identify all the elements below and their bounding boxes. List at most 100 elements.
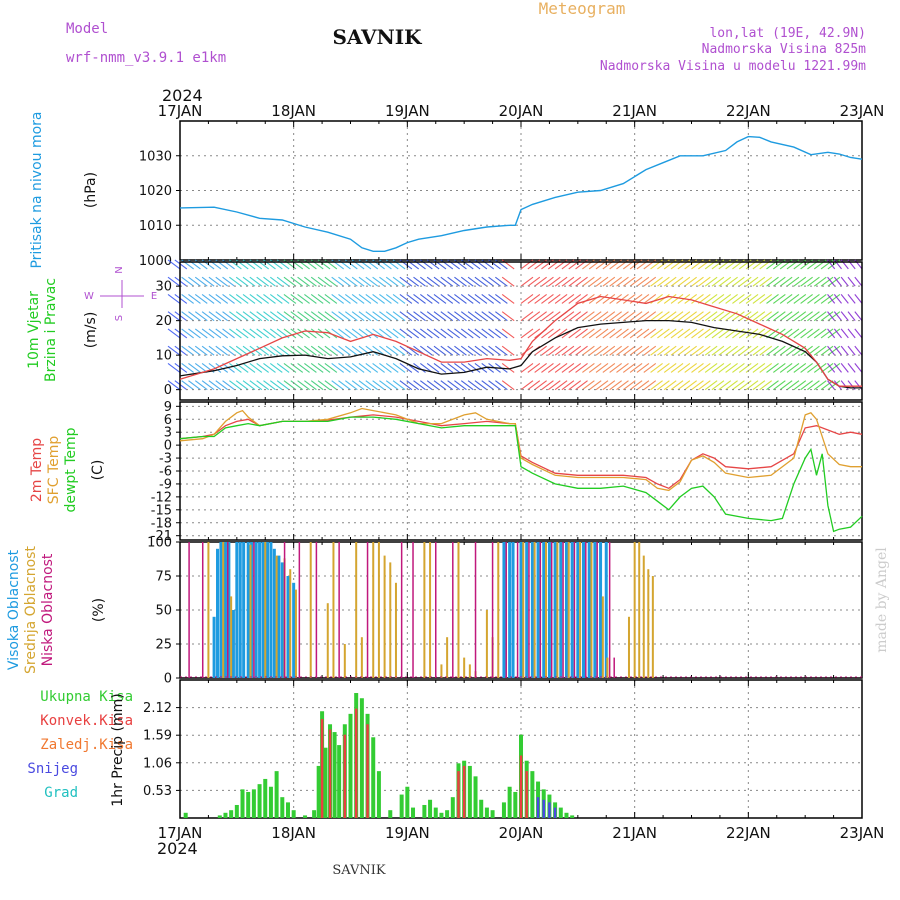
wind-barb (827, 276, 836, 287)
wind-barb (840, 276, 849, 287)
x-tick-label-bottom: 22JAN (726, 824, 771, 842)
wind-barb (759, 345, 773, 356)
precip-bar (328, 729, 332, 818)
x-axis-top-ticks: 17JAN 18JAN 19JAN 20JAN 21JAN 22JAN 23JAN (158, 102, 885, 120)
precip-bar (280, 797, 285, 818)
wind-barb (711, 293, 725, 304)
wind-barb (454, 311, 467, 322)
panel-label: 1hr Precip (mm) (110, 693, 126, 806)
wind-barb (474, 328, 488, 339)
precip-bar (223, 812, 228, 818)
wind-barb (201, 276, 215, 287)
wind-barb (595, 362, 609, 373)
cloud-bar (219, 542, 223, 678)
wind-barb (807, 328, 820, 339)
wind-barb (779, 276, 793, 287)
wind-barb (725, 293, 738, 304)
wind-barb (759, 276, 773, 287)
wind-barb (201, 380, 215, 391)
wind-barb (433, 328, 447, 339)
precip-bar (501, 802, 506, 818)
precip-bar (366, 724, 369, 818)
wind-barb (365, 345, 379, 356)
x-tick-label-bottom: 21JAN (612, 824, 657, 842)
wind-barb (440, 293, 454, 304)
panel-label: (hPa) (83, 172, 99, 208)
wind-barb (372, 276, 385, 287)
wind-barb (413, 380, 426, 391)
wind-barb (222, 276, 235, 287)
wind-barb (779, 293, 793, 304)
wind-barb (547, 311, 561, 322)
model-elevation-label: Nadmorska Visina u modelu 1221.99m (600, 59, 866, 74)
precip-bar (291, 810, 296, 818)
wind-barb (331, 311, 345, 322)
precip-bar (285, 802, 290, 818)
precip-bar (422, 804, 427, 818)
wind-barb (331, 345, 345, 356)
wind-barb (793, 328, 807, 339)
wind-barb (691, 311, 704, 322)
precip-bar (530, 771, 535, 818)
cloud-bar (338, 542, 340, 678)
wind-barb (602, 328, 616, 339)
wind-barb (588, 380, 602, 391)
wind-barb (290, 276, 304, 287)
wind-barb (385, 311, 399, 322)
y-tick-label: 50 (155, 604, 172, 619)
wind-barb (338, 293, 351, 304)
wind-barb (344, 276, 358, 287)
y-tick-label: 100 (147, 536, 172, 551)
y-tick-label: 6 (164, 413, 172, 428)
wind-barb (235, 328, 249, 339)
wind-barb (474, 293, 488, 304)
wind-barb (474, 345, 488, 356)
wind-barb (827, 311, 836, 321)
wind-barb (392, 311, 406, 322)
wind-barb (711, 345, 725, 356)
wind-barb (732, 293, 745, 304)
precip-bar (490, 810, 495, 818)
cloud-bar (516, 542, 519, 678)
wind-barb (643, 311, 657, 322)
wind-barb (663, 328, 677, 339)
wind-barb (650, 345, 663, 356)
wind-barb (372, 362, 385, 373)
wind-barb (269, 311, 283, 322)
cloud-bar (599, 542, 603, 678)
wind-barb (433, 380, 447, 391)
wind-barb (588, 328, 602, 339)
wind-barb (773, 362, 786, 373)
wind-panel: 0 10 20 30 10m Vjetar Brzina i Pravac (m/s) W E N… (26, 259, 863, 401)
wind-barb (732, 328, 745, 339)
wind-barb (447, 328, 460, 339)
panel-label: (C) (90, 460, 106, 481)
wind-barb (304, 276, 317, 287)
model-name: wrf-nmm_v3.9.1 e1km (66, 50, 226, 66)
cloud-bar (207, 542, 210, 678)
wind-barb (501, 380, 515, 391)
cloud-bar (298, 542, 301, 678)
wind-barb (643, 276, 657, 287)
precip-bar (428, 799, 433, 818)
wind-barb (697, 362, 711, 373)
wind-barb (406, 311, 420, 322)
wind-barb (420, 293, 433, 304)
cloud-bar (582, 542, 586, 678)
wind-barb (602, 345, 616, 356)
wind-barb (629, 311, 643, 322)
cloud-bar (227, 542, 231, 678)
wind-barb (833, 328, 842, 339)
wind-barb (595, 328, 609, 339)
wind-barb (310, 380, 324, 391)
wind-barb (338, 328, 351, 339)
wind-barb (263, 328, 276, 339)
wind-barb (167, 276, 181, 287)
cloud-bar (627, 616, 630, 678)
wind-barb (595, 311, 609, 322)
wind-barb (495, 345, 508, 356)
wind-barb (738, 345, 752, 356)
x-tick-label-bottom: 17JAN (158, 824, 203, 842)
wind-barb (263, 311, 276, 322)
wind-barb (222, 328, 235, 339)
